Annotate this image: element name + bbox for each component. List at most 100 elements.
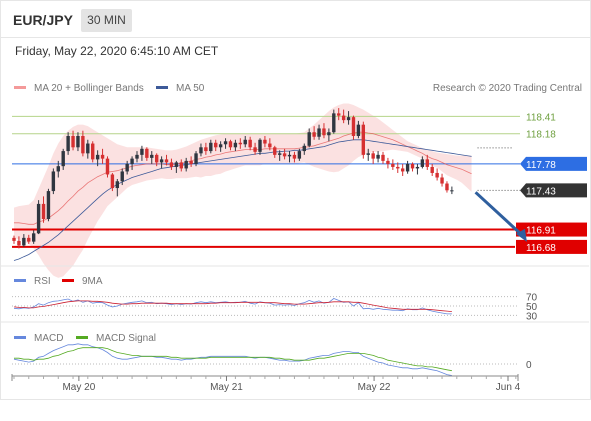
candle-body bbox=[356, 124, 361, 136]
macd-legend: MACD MACD Signal bbox=[14, 333, 156, 344]
last-price-label: 117.43 bbox=[526, 186, 556, 197]
candle-body bbox=[91, 143, 95, 160]
candle-body bbox=[17, 240, 21, 246]
candle-body bbox=[27, 237, 31, 242]
candle-body bbox=[125, 163, 129, 172]
candle-body bbox=[31, 233, 36, 242]
forecast-arrow-head bbox=[515, 228, 527, 242]
support-label-bg-5 bbox=[516, 239, 587, 254]
candle-body bbox=[430, 166, 434, 173]
rsi-tick-50: 50 bbox=[526, 302, 538, 313]
macd-signal-line bbox=[14, 347, 452, 372]
candle-body bbox=[341, 115, 346, 121]
forecast-arrow-shaft bbox=[474, 191, 524, 238]
candle-body bbox=[361, 124, 366, 155]
candle-body bbox=[130, 158, 134, 164]
candle-body bbox=[450, 190, 454, 192]
candle-body bbox=[95, 154, 100, 160]
candle-body bbox=[307, 132, 311, 146]
candle-body bbox=[169, 162, 174, 167]
candle-body bbox=[287, 154, 292, 157]
candle-body bbox=[273, 147, 277, 155]
candle-body bbox=[110, 174, 115, 189]
legend-swatch-macd-signal bbox=[76, 336, 88, 339]
candle-body bbox=[61, 151, 65, 167]
macd-panel: 0 bbox=[12, 343, 532, 376]
main-legend: MA 20 + Bollinger Bands MA 50 Research ©… bbox=[14, 83, 582, 94]
legend-label-macd: MACD bbox=[34, 333, 63, 344]
candle-body bbox=[317, 128, 321, 137]
candle-body bbox=[41, 203, 46, 219]
support-label-4: 116.91 bbox=[526, 226, 556, 237]
candle-body bbox=[184, 160, 188, 169]
candle-body bbox=[22, 237, 26, 246]
x-tick-label-2: May 22 bbox=[358, 382, 391, 393]
pivot-label-bg bbox=[520, 156, 587, 171]
candle-body bbox=[71, 135, 75, 148]
currency-pair-title: EUR/JPY bbox=[13, 12, 73, 28]
legend-swatch-ma20 bbox=[14, 86, 26, 89]
candle-body bbox=[337, 113, 341, 116]
candle-body bbox=[386, 160, 390, 164]
legend-label-ma20: MA 20 + Bollinger Bands bbox=[34, 83, 144, 94]
candle-body bbox=[410, 163, 415, 169]
candle-body bbox=[36, 203, 41, 234]
candle-body bbox=[400, 168, 405, 172]
legend-label-rsi: RSI bbox=[34, 276, 51, 287]
candle-body bbox=[327, 132, 331, 136]
chart-header: EUR/JPY 30 MIN bbox=[1, 1, 590, 38]
candle-body bbox=[140, 148, 144, 155]
candle-body bbox=[263, 139, 267, 144]
candle-body bbox=[253, 147, 257, 152]
candle-body bbox=[228, 141, 233, 148]
candle-body bbox=[238, 142, 243, 145]
candle-body bbox=[66, 135, 70, 152]
candle-body bbox=[76, 135, 80, 148]
candle-body bbox=[56, 166, 60, 172]
candle-body bbox=[371, 153, 375, 159]
legend-swatch-rsi bbox=[14, 279, 26, 282]
legend-label-macd-signal: MACD Signal bbox=[96, 333, 156, 344]
candle-body bbox=[199, 147, 203, 154]
legend-label-ma50: MA 50 bbox=[176, 83, 205, 94]
candle-body bbox=[381, 154, 385, 161]
rsi-ma-line bbox=[13, 300, 452, 312]
candle-body bbox=[51, 171, 56, 192]
support-label-bg-4 bbox=[516, 222, 587, 237]
candle-body bbox=[312, 132, 316, 137]
candle-body bbox=[233, 142, 238, 148]
candle-body bbox=[405, 163, 410, 172]
candle-body bbox=[189, 160, 193, 164]
candle-body bbox=[420, 159, 425, 167]
candle-body bbox=[396, 166, 400, 169]
candle-body bbox=[214, 142, 218, 148]
candle-body bbox=[440, 177, 444, 184]
candle-body bbox=[12, 237, 16, 241]
candle-body bbox=[243, 139, 247, 145]
candle-body bbox=[282, 153, 287, 157]
candle-body bbox=[277, 153, 282, 155]
candle-body bbox=[376, 154, 380, 159]
research-credit: Research © 2020 Trading Central bbox=[433, 83, 582, 94]
time-axis: May 20 May 21 May 22 Jun 4 bbox=[11, 374, 521, 393]
candle-body bbox=[159, 159, 164, 163]
macd-tick-0: 0 bbox=[526, 360, 532, 371]
timestamp: Friday, May 22, 2020 6:45:10 AM CET bbox=[15, 44, 219, 58]
candle-body bbox=[258, 139, 262, 152]
legend-swatch-macd bbox=[14, 336, 26, 339]
candle-body bbox=[115, 181, 120, 189]
candle-body bbox=[194, 153, 198, 164]
macd-line bbox=[13, 343, 452, 376]
candle-body bbox=[105, 158, 110, 175]
candle-body bbox=[346, 117, 351, 121]
candle-body bbox=[435, 172, 439, 178]
legend-swatch-ma50 bbox=[156, 86, 168, 89]
candle-body bbox=[179, 162, 183, 169]
timeframe-button[interactable]: 30 MIN bbox=[81, 9, 132, 32]
candle-body bbox=[209, 142, 213, 152]
candle-body bbox=[81, 135, 85, 154]
candle-body bbox=[46, 191, 51, 219]
candle-body bbox=[174, 162, 179, 167]
